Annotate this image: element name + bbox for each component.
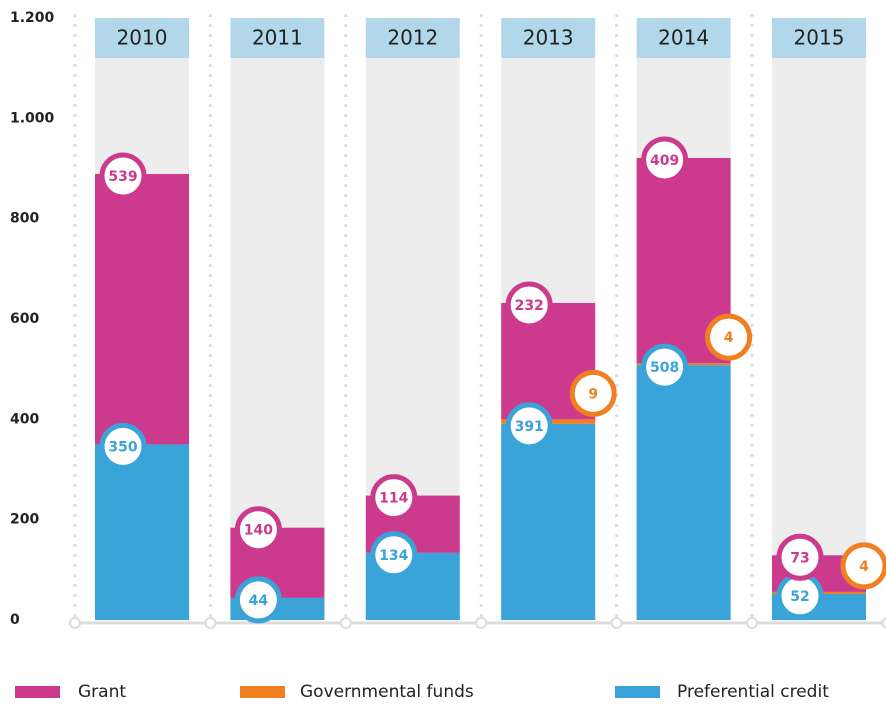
column-header: [230, 18, 325, 58]
separator-dot: [610, 617, 623, 629]
bar-segment: [95, 174, 189, 445]
y-tick-label: 0: [10, 612, 20, 628]
label-badge: [569, 369, 617, 417]
x-tick-label: 2015: [794, 26, 845, 50]
bar-segment: [636, 365, 731, 620]
label-badge: [505, 402, 553, 450]
separator-dot: [204, 617, 217, 629]
column-header: [636, 18, 731, 58]
data-label: 44: [249, 593, 269, 609]
data-label: 4: [724, 330, 734, 346]
label-badge: [99, 422, 147, 470]
x-tick-label: 2014: [658, 26, 709, 50]
data-label: 114: [379, 491, 408, 507]
column-header: [772, 18, 866, 58]
data-label: 134: [379, 548, 408, 564]
data-label: 350: [108, 439, 137, 455]
x-tick-label: 2013: [523, 26, 574, 50]
column-header: [95, 18, 189, 58]
y-tick-label: 800: [10, 211, 39, 227]
y-tick-label: 1.200: [10, 10, 55, 26]
data-label: 4: [859, 559, 869, 575]
bar-segment: [501, 423, 596, 620]
bar-segment: [95, 444, 189, 620]
label-badge: [641, 136, 689, 184]
legend-label: Preferential credit: [677, 682, 829, 702]
column-background: [772, 58, 866, 620]
data-label: 9: [588, 386, 598, 402]
legend-swatch: [240, 686, 285, 698]
y-tick-label: 600: [10, 311, 39, 327]
legend-swatch: [615, 686, 660, 698]
legend-label: Governmental funds: [300, 682, 474, 702]
y-tick-label: 400: [10, 411, 39, 427]
separator-dot: [339, 617, 352, 629]
data-label: 391: [515, 419, 544, 435]
data-label: 73: [790, 550, 809, 566]
data-label: 409: [650, 153, 679, 169]
data-label: 539: [108, 169, 137, 185]
separator-dot: [69, 617, 81, 629]
label-badge: [641, 343, 689, 391]
x-tick-label: 2011: [252, 26, 303, 50]
label-badge: [234, 506, 282, 554]
data-label: 140: [244, 523, 273, 539]
data-label: 508: [650, 360, 679, 376]
column-header: [365, 18, 460, 58]
separator-dot: [746, 617, 758, 629]
x-tick-label: 2010: [117, 26, 168, 50]
label-badge: [234, 576, 282, 624]
label-badge: [840, 542, 886, 590]
column-header: [501, 18, 596, 58]
label-badge: [776, 533, 824, 581]
data-label: 52: [790, 589, 809, 605]
label-badge: [370, 531, 418, 579]
data-label: 232: [515, 298, 544, 314]
y-tick-label: 1.000: [10, 110, 55, 126]
separator-dot: [475, 617, 488, 629]
legend-label: Grant: [78, 682, 126, 702]
label-badge: [505, 281, 553, 329]
label-badge: [370, 474, 418, 522]
label-badge: [99, 152, 147, 200]
separator-dot: [881, 617, 886, 629]
legend-swatch: [15, 686, 60, 698]
y-tick-label: 200: [10, 512, 39, 528]
label-badge: [705, 313, 753, 361]
x-tick-label: 2012: [387, 26, 438, 50]
